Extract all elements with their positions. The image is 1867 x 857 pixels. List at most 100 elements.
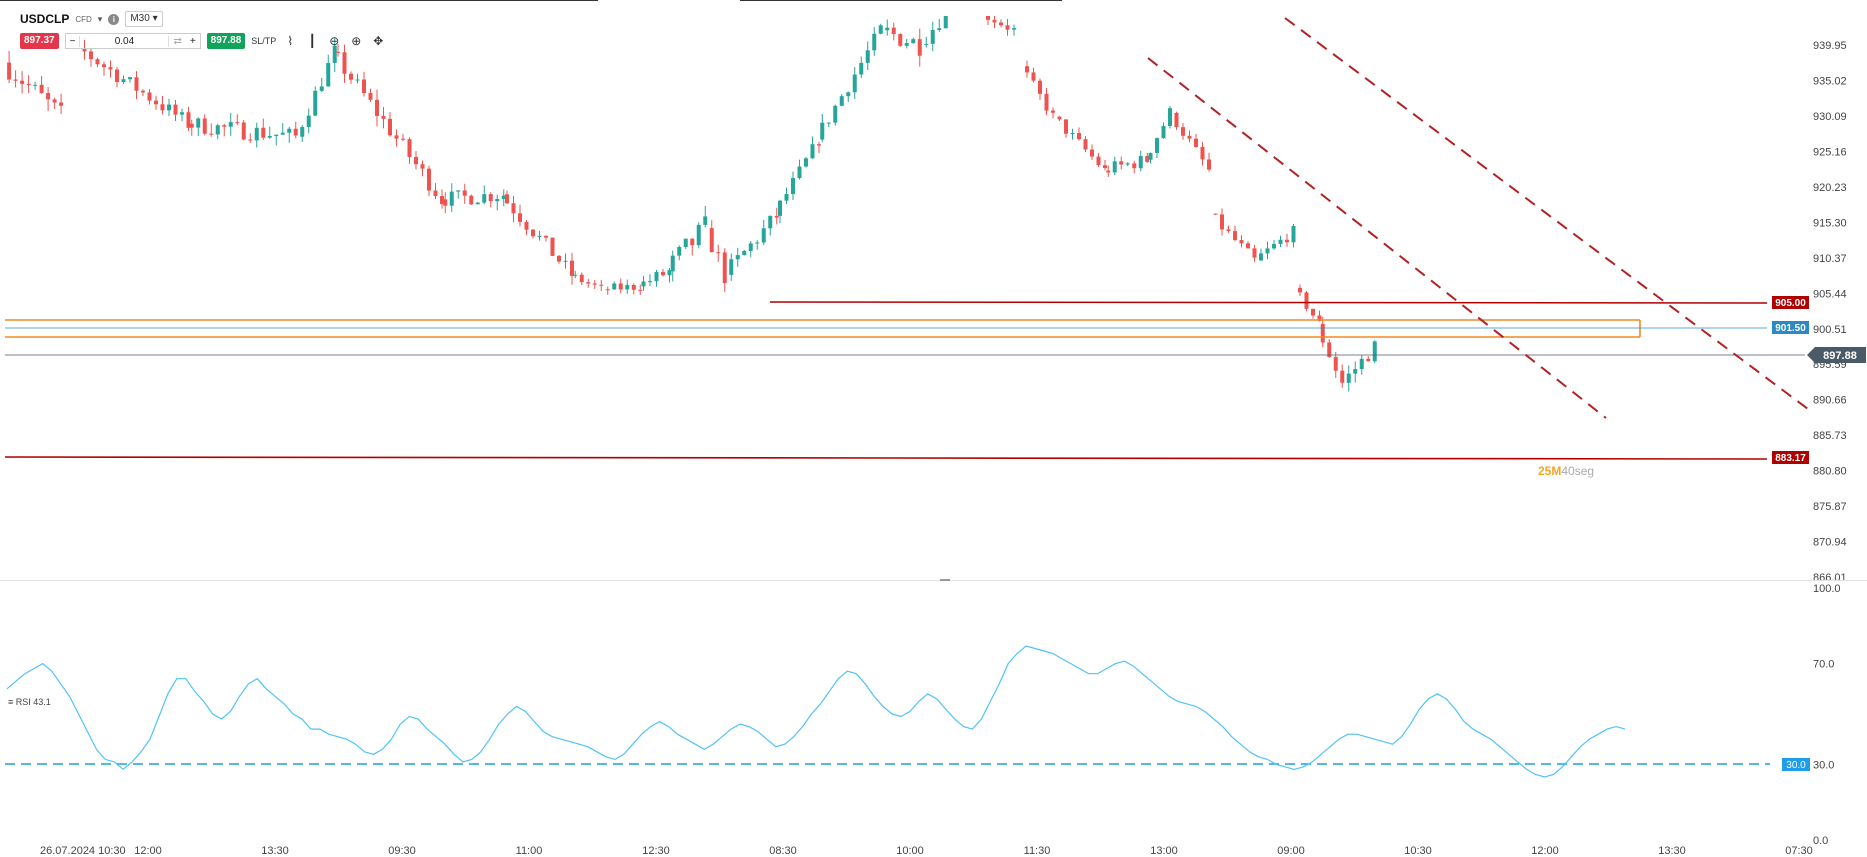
info-icon[interactable]: i	[108, 13, 120, 25]
pane-divider-handle[interactable]	[940, 579, 950, 581]
candle-countdown: 25M40seg	[1538, 464, 1594, 478]
candle-bullish	[748, 240, 753, 258]
time-tick-label: 12:30	[642, 845, 670, 857]
sell-button[interactable]: 897.37	[20, 33, 59, 49]
rsi-indicator-text: RSI 43.1	[15, 697, 51, 707]
candle-bearish	[1064, 119, 1068, 138]
candle-bullish	[1070, 128, 1075, 140]
candle-bullish	[872, 27, 877, 56]
price-tick-label: 930.09	[1813, 111, 1847, 123]
symbol-dropdown-icon[interactable]: ▾	[97, 13, 103, 24]
candle-bullish	[1012, 24, 1016, 36]
candle-bullish	[573, 270, 578, 279]
indicator-menu-icon[interactable]: ≡	[8, 697, 14, 707]
candle-bearish	[1090, 144, 1094, 161]
candle-bullish	[482, 185, 487, 205]
candle-bullish	[121, 75, 126, 84]
time-tick-label: 11:30	[1024, 845, 1051, 857]
pivot-zone	[5, 319, 1767, 338]
quantity-plus-button[interactable]: +	[189, 35, 196, 47]
zoom-in-icon[interactable]: ⊕	[351, 34, 362, 48]
candle-bearish	[531, 228, 535, 239]
candle-bearish	[235, 114, 240, 126]
candle-bullish	[755, 240, 760, 250]
candle-bearish	[222, 123, 227, 137]
candle-bullish	[1259, 248, 1263, 261]
candle-bearish	[1051, 107, 1055, 119]
time-tick-label: 08:30	[769, 845, 797, 857]
candle-bearish	[95, 57, 100, 68]
swap-icon[interactable]: ⇄	[173, 35, 182, 47]
rsi-line	[6, 645, 1626, 778]
time-tick-label: 13:30	[1658, 845, 1686, 857]
support-line	[4, 456, 1768, 460]
current-price-tag: 897.88	[1807, 347, 1866, 363]
quantity-input[interactable]: 0.04	[79, 35, 170, 47]
candle-bullish	[319, 77, 324, 93]
candlestick-series	[7, 16, 1377, 392]
candle-bearish	[1233, 225, 1237, 242]
price-axis: 939.95 935.02 930.09 925.16 920.23 915.30 910.…	[1813, 40, 1847, 584]
candle-bearish	[414, 151, 418, 170]
price-tick-label: 905.44	[1813, 288, 1847, 300]
candle-bullish	[1372, 340, 1377, 364]
candle-bullish	[537, 230, 542, 241]
candle-bearish	[134, 71, 139, 100]
zoom-out-icon[interactable]: ⊖	[329, 34, 340, 48]
symbol-name[interactable]: USDCLP	[20, 12, 70, 26]
candle-bearish	[394, 129, 399, 147]
rsi-tick-label: 30.0	[1813, 759, 1834, 771]
candle-bullish	[355, 73, 360, 84]
line-chart-icon[interactable]: ⌇	[287, 34, 294, 48]
candle-bearish	[1038, 78, 1042, 100]
price-tick-label: 920.23	[1813, 182, 1847, 194]
candle-bearish	[89, 48, 93, 67]
candle-bullish	[930, 21, 935, 52]
price-tick-label: 915.30	[1813, 217, 1847, 229]
price-tick-label: 875.87	[1813, 501, 1847, 513]
candle-bullish	[274, 134, 279, 146]
quantity-minus-button[interactable]: −	[69, 35, 76, 47]
timeframe-select[interactable]: M30 ▾	[125, 11, 163, 27]
price-label-pivot: 901.50	[1772, 321, 1809, 334]
candle-bearish	[986, 16, 990, 26]
buy-button[interactable]: 897.88	[206, 33, 246, 49]
candle-bullish	[791, 171, 795, 200]
candle-bearish	[248, 133, 253, 143]
candle-bearish	[579, 272, 584, 286]
candle-bearish	[1207, 152, 1211, 172]
candle-bullish	[703, 205, 708, 228]
countdown-seconds: 40seg	[1561, 464, 1595, 478]
candle-bearish	[261, 118, 266, 141]
candle-bearish	[618, 278, 623, 294]
candle-bearish	[488, 192, 493, 208]
rsi-indicator-label[interactable]: ≡ RSI 43.1	[8, 697, 51, 707]
countdown-minutes: 25M	[1538, 464, 1562, 478]
candle-bullish	[761, 219, 766, 246]
candlestick-chart-icon[interactable]: ┃	[308, 34, 316, 48]
candle-bullish	[804, 157, 808, 168]
sltp-button[interactable]: SL/TP	[251, 36, 277, 46]
candle-bullish	[254, 122, 259, 148]
current-price-text: 897.88	[1823, 350, 1857, 362]
candle-bearish	[26, 75, 31, 94]
price-label-support-text: 883.17	[1775, 453, 1806, 464]
candle-bullish	[180, 108, 184, 122]
candle-bearish	[173, 99, 178, 121]
price-tick-label: 925.16	[1813, 146, 1847, 158]
candle-bearish	[1366, 356, 1371, 362]
candle-bullish	[33, 81, 38, 90]
resistance-line	[769, 301, 1768, 304]
candle-bearish	[433, 183, 438, 200]
candle-bullish	[911, 37, 916, 44]
candle-bearish	[1005, 19, 1010, 36]
candle-bullish	[1346, 365, 1351, 392]
candle-bearish	[401, 133, 405, 142]
candle-bullish	[267, 126, 272, 139]
quantity-stepper[interactable]: − 0.04 ⇄ +	[64, 33, 201, 49]
crosshair-icon[interactable]: ✥	[373, 34, 384, 48]
candle-bearish	[293, 121, 298, 139]
candle-bullish	[839, 94, 844, 107]
candle-bullish	[196, 117, 201, 137]
